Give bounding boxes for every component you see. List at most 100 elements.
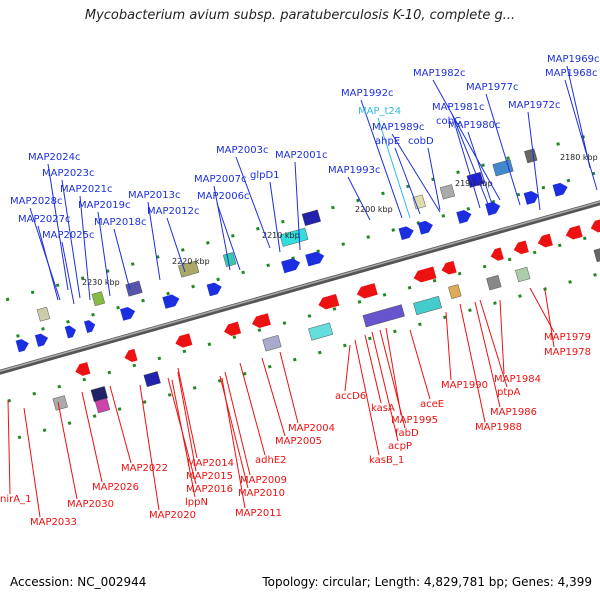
gene-group [413, 266, 437, 283]
bottom-label-leader [279, 351, 299, 424]
forward-gene-arrow [120, 307, 136, 321]
track-tick [493, 301, 497, 305]
top-label-leader [391, 133, 441, 213]
top-label-leader [467, 131, 493, 205]
gene-group [52, 395, 68, 411]
track-tick [568, 280, 572, 284]
bottom-label-leader [109, 385, 132, 464]
track-tick [91, 312, 95, 317]
gene-group [75, 362, 91, 376]
forward-gene-label: MAP2019c [78, 200, 130, 211]
forward-gene-label: MAP2007c [194, 174, 246, 185]
track-tick [566, 178, 571, 183]
gene-block [125, 280, 143, 297]
gene-block [486, 275, 502, 291]
top-label-leader [455, 127, 481, 209]
track-tick [32, 391, 37, 396]
reverse-gene-label: MAP2014 [187, 458, 234, 469]
gene-group [124, 348, 138, 362]
track-tick [282, 321, 287, 325]
top-label-leader [432, 79, 501, 201]
track-tick [532, 250, 537, 255]
reverse-gene-arrow [251, 313, 271, 329]
top-label-leader [377, 117, 411, 219]
bottom-label-leader [224, 371, 251, 476]
top-label-leader [47, 163, 69, 291]
gene-group [206, 282, 222, 297]
reverse-gene-label: adhE2 [255, 455, 287, 466]
top-label-leader [213, 185, 231, 271]
bottom-label-leader [57, 401, 78, 500]
reverse-gene-label: MAP2016 [186, 484, 233, 495]
track-tick [543, 287, 547, 291]
bottom-label-leader [171, 379, 196, 498]
reverse-gene-label: MAP2009 [240, 475, 287, 486]
track-tick [506, 156, 510, 160]
track-tick [216, 277, 220, 282]
forward-gene-arrow [523, 191, 539, 205]
gene-group [398, 226, 414, 241]
track-tick [393, 329, 397, 334]
gene-group [362, 304, 405, 328]
reverse-gene-label: acpP [388, 441, 412, 452]
track-tick [42, 428, 47, 433]
track-tick [232, 335, 237, 340]
forward-gene-label: MAP1980c [448, 120, 500, 131]
track-tick [182, 349, 187, 354]
track-tick [416, 221, 421, 225]
bottom-label-leader [23, 407, 41, 518]
forward-gene-label: MAP2027c [18, 214, 70, 225]
forward-gene-label: MAP1982c [413, 68, 465, 79]
forward-gene-label: MAP2001c [275, 150, 327, 161]
forward-gene-label: ahpE [375, 136, 400, 147]
reverse-gene-label: MAP2004 [288, 423, 335, 434]
track-tick [468, 308, 472, 313]
track-tick [466, 206, 471, 211]
gene-group [83, 320, 96, 334]
gene-block [52, 395, 68, 411]
gene-block [412, 194, 426, 210]
gene-group [513, 240, 529, 255]
gene-group [64, 325, 76, 339]
top-label-leader [294, 161, 301, 251]
bottom-label-leader [239, 362, 266, 456]
top-label-leader [61, 179, 81, 299]
forward-gene-label: MAP1992c [341, 88, 393, 99]
forward-gene-arrow [456, 210, 472, 224]
forward-gene-arrow [417, 220, 433, 235]
forward-gene-arrow [64, 325, 76, 339]
track-tick [241, 270, 245, 275]
gene-block [36, 306, 51, 322]
gene-group [593, 247, 600, 263]
forward-gene-label: MAP2018c [94, 217, 146, 228]
reverse-gene-arrow [224, 321, 242, 336]
bottom-label-leader [354, 339, 380, 456]
gene-block [262, 335, 282, 352]
gene-block [143, 371, 161, 388]
track-tick [130, 262, 135, 266]
reverse-gene-arrow [318, 293, 340, 310]
gene-group [143, 371, 161, 388]
track-tick [141, 298, 145, 303]
gene-group [125, 280, 143, 297]
gene-group [36, 306, 51, 322]
gene-block [593, 247, 600, 263]
bottom-label-leader [371, 331, 399, 442]
gene-group [590, 218, 600, 233]
track-tick [307, 314, 312, 318]
gene-group [162, 294, 180, 309]
forward-gene-label: MAP1993c [328, 165, 380, 176]
forward-gene-label: MAP2021c [60, 184, 112, 195]
gene-group [565, 225, 583, 240]
gene-block [308, 322, 334, 341]
track-tick [491, 199, 496, 204]
track-tick [481, 163, 485, 168]
gene-group [91, 291, 106, 307]
gene-block [413, 295, 442, 316]
track-tick [331, 205, 335, 210]
top-label-leader [427, 147, 441, 211]
reverse-gene-arrow [590, 218, 600, 233]
gene-group [515, 266, 531, 283]
track-tick [142, 400, 147, 404]
